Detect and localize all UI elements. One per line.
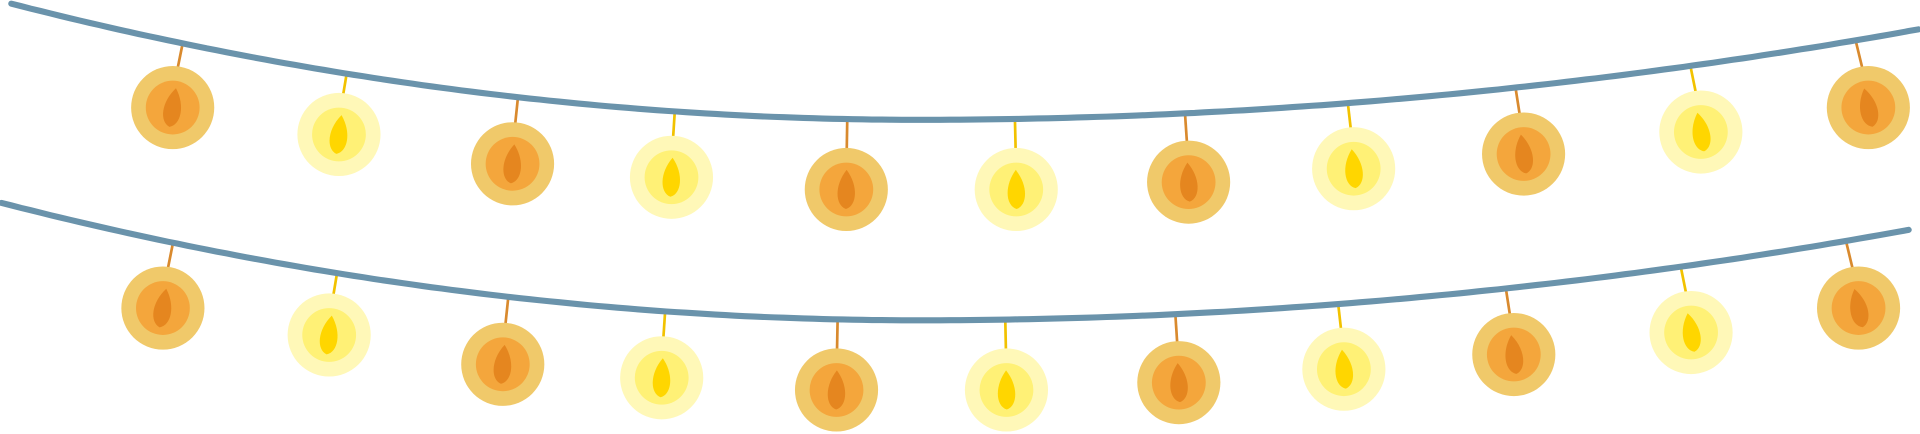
- string-wire: [8, 0, 1920, 123]
- bulb: [827, 370, 846, 410]
- bulb: [1860, 88, 1879, 127]
- bulb: [493, 344, 512, 384]
- bulb: [1170, 363, 1188, 403]
- bulb: [1692, 112, 1711, 152]
- bulb: [153, 288, 172, 328]
- bulb: [1505, 335, 1524, 374]
- bulb: [1007, 169, 1026, 210]
- bulb: [1850, 288, 1869, 328]
- bulb: [997, 370, 1016, 410]
- light-string: [0, 199, 1912, 432]
- bulb: [1515, 134, 1533, 174]
- bulb: [319, 315, 338, 355]
- string-wire: [0, 199, 1912, 324]
- light-string: [8, 0, 1920, 232]
- bulb: [652, 358, 671, 398]
- bulb: [1180, 162, 1198, 202]
- bulb: [837, 169, 855, 210]
- bulb: [329, 115, 348, 154]
- bulb: [503, 144, 521, 184]
- bulb: [163, 88, 182, 127]
- bulb: [1682, 313, 1701, 352]
- bulb: [662, 157, 680, 197]
- bulb: [1345, 149, 1363, 189]
- bulb: [1335, 349, 1353, 389]
